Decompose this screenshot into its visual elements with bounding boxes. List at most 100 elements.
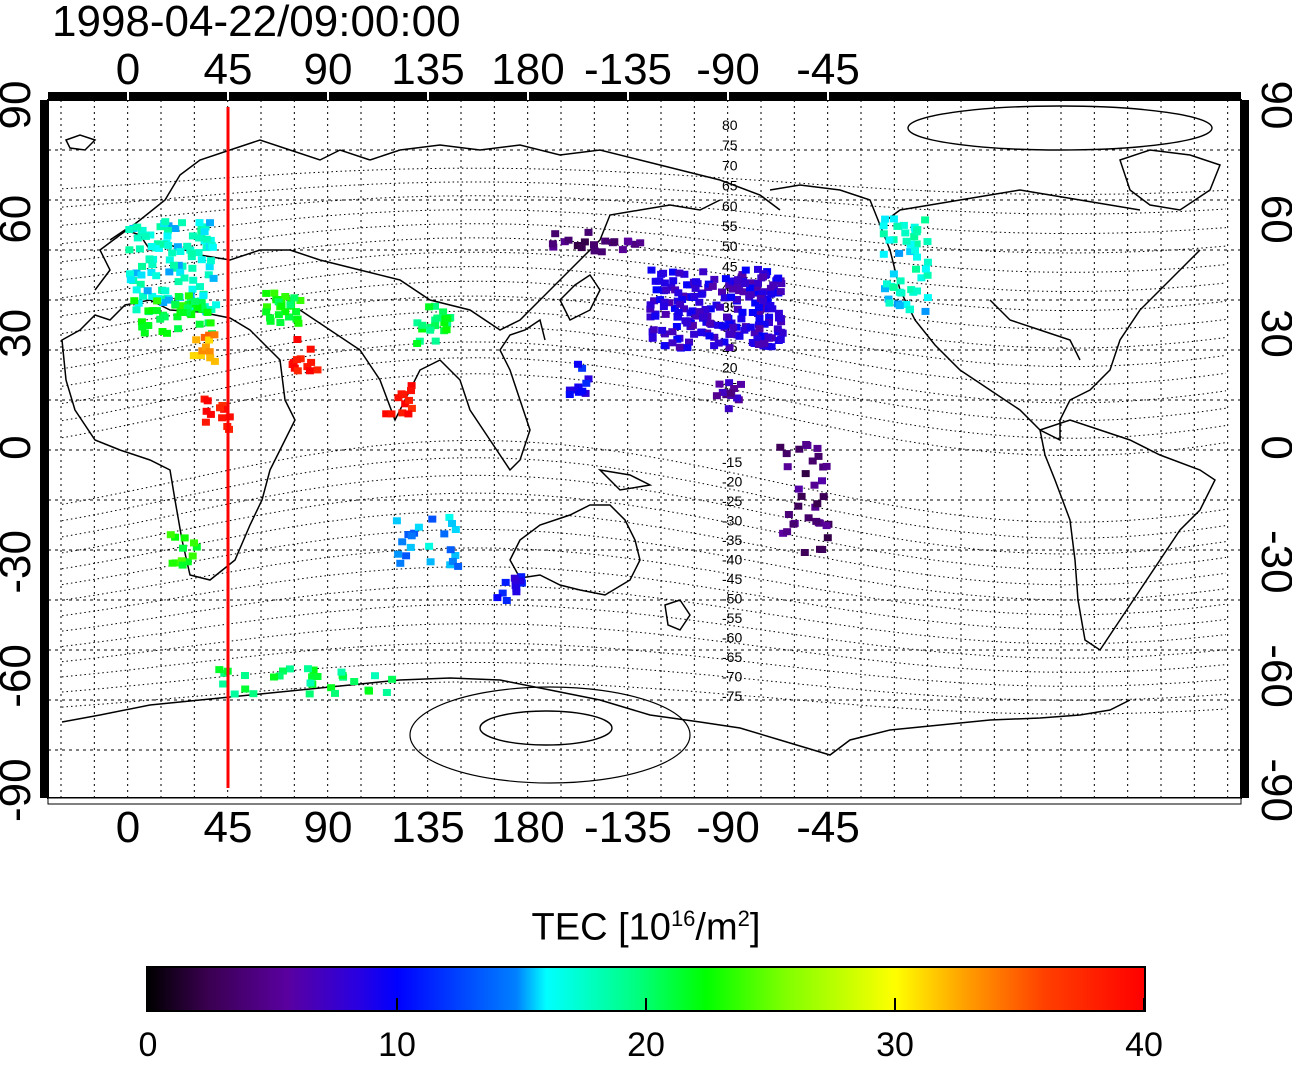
tec-point bbox=[670, 304, 679, 312]
tec-point bbox=[130, 297, 139, 305]
tec-point bbox=[173, 243, 182, 251]
tec-point bbox=[652, 286, 661, 294]
tec-point bbox=[668, 339, 677, 347]
tec-point bbox=[170, 261, 178, 269]
colorbar-tick-label: 40 bbox=[1125, 1026, 1163, 1064]
tec-point bbox=[174, 261, 183, 269]
contour-label: 45 bbox=[722, 258, 738, 274]
colorbar-tick-label: 10 bbox=[378, 1026, 416, 1064]
colorbar-tick-mark bbox=[645, 998, 647, 1010]
map-title: 1998-04-22/09:00:00 bbox=[52, 0, 461, 46]
tec-point bbox=[165, 268, 174, 276]
tec-point bbox=[164, 222, 173, 230]
tec-point bbox=[396, 559, 405, 567]
tec-point bbox=[659, 303, 668, 310]
tec-point bbox=[153, 297, 162, 305]
tec-point bbox=[274, 298, 283, 306]
tec-point bbox=[699, 313, 708, 321]
tec-point bbox=[431, 337, 440, 345]
contour-label: 20 bbox=[722, 359, 738, 375]
tec-point bbox=[194, 249, 203, 257]
tec-point bbox=[580, 238, 589, 246]
lon-tick-label-top: 135 bbox=[391, 45, 464, 94]
tec-point bbox=[230, 690, 239, 698]
tec-point bbox=[178, 309, 187, 316]
contour-label: -60 bbox=[722, 630, 742, 646]
tec-point bbox=[205, 348, 214, 356]
tec-point bbox=[895, 288, 904, 296]
tec-point bbox=[665, 299, 674, 307]
lat-tick-label-right: -90 bbox=[1252, 758, 1292, 822]
tec-point bbox=[649, 326, 658, 334]
tec-point bbox=[156, 315, 165, 323]
tec-point bbox=[183, 304, 192, 312]
tec-point bbox=[582, 379, 591, 387]
tec-point bbox=[407, 404, 416, 412]
contour-label: 70 bbox=[722, 157, 738, 173]
tec-point bbox=[910, 233, 919, 240]
tec-point bbox=[923, 238, 932, 246]
tec-point bbox=[685, 338, 693, 346]
tec-point bbox=[184, 292, 193, 300]
tec-point bbox=[712, 392, 721, 400]
tec-point bbox=[327, 684, 336, 692]
tec-point bbox=[901, 229, 910, 237]
tec-map: 8075706560555045403530252015-15-20-25-30… bbox=[0, 45, 1292, 852]
tec-point bbox=[166, 531, 175, 539]
tec-point bbox=[690, 292, 699, 300]
tec-point bbox=[725, 344, 734, 352]
tec-point bbox=[646, 305, 655, 313]
tec-point bbox=[188, 285, 197, 293]
tec-point bbox=[205, 336, 214, 344]
tec-point bbox=[296, 297, 305, 304]
tec-point bbox=[394, 394, 403, 402]
tec-point bbox=[161, 218, 170, 226]
tec-point bbox=[218, 414, 227, 422]
tec-point bbox=[810, 481, 819, 489]
contour-line bbox=[61, 440, 1227, 523]
tec-point bbox=[895, 249, 904, 257]
tec-point bbox=[659, 269, 668, 277]
tec-point bbox=[249, 690, 258, 698]
tec-point bbox=[636, 239, 645, 247]
tec-point bbox=[195, 219, 204, 227]
tec-point bbox=[159, 299, 168, 306]
tec-point bbox=[794, 485, 803, 493]
tec-point bbox=[783, 463, 792, 471]
tec-point bbox=[597, 248, 606, 256]
tec-point bbox=[766, 302, 775, 309]
tec-point bbox=[695, 308, 704, 316]
tec-point bbox=[565, 386, 574, 394]
tec-point bbox=[683, 319, 692, 327]
tec-point bbox=[195, 320, 204, 328]
tec-point bbox=[753, 335, 762, 343]
tec-point bbox=[738, 308, 747, 316]
colorbar-tick-mark bbox=[396, 998, 398, 1010]
tec-point bbox=[307, 358, 316, 366]
tec-point bbox=[714, 339, 723, 347]
tec-point bbox=[714, 321, 723, 329]
colorbar-tick-mark bbox=[894, 998, 896, 1010]
tec-point bbox=[281, 293, 290, 300]
tec-point bbox=[647, 266, 656, 274]
tec-point bbox=[313, 673, 322, 680]
contour-line bbox=[61, 566, 1227, 630]
tec-point bbox=[660, 298, 669, 306]
tec-point bbox=[660, 279, 669, 287]
tec-point bbox=[759, 297, 768, 305]
tec-point bbox=[733, 305, 742, 313]
tec-point bbox=[147, 269, 156, 276]
tec-point bbox=[144, 307, 153, 315]
tec-point bbox=[177, 557, 186, 565]
tec-point bbox=[418, 325, 427, 333]
tec-point bbox=[406, 543, 415, 551]
tec-point bbox=[718, 388, 727, 396]
colorbar-tick-label: 20 bbox=[627, 1026, 665, 1064]
tec-point bbox=[171, 533, 180, 541]
tec-point bbox=[726, 389, 735, 397]
tec-point bbox=[206, 219, 214, 227]
lon-tick-label-top: 0 bbox=[116, 45, 140, 94]
tec-point bbox=[755, 325, 764, 333]
tec-point bbox=[439, 308, 448, 316]
tec-point bbox=[911, 246, 919, 254]
